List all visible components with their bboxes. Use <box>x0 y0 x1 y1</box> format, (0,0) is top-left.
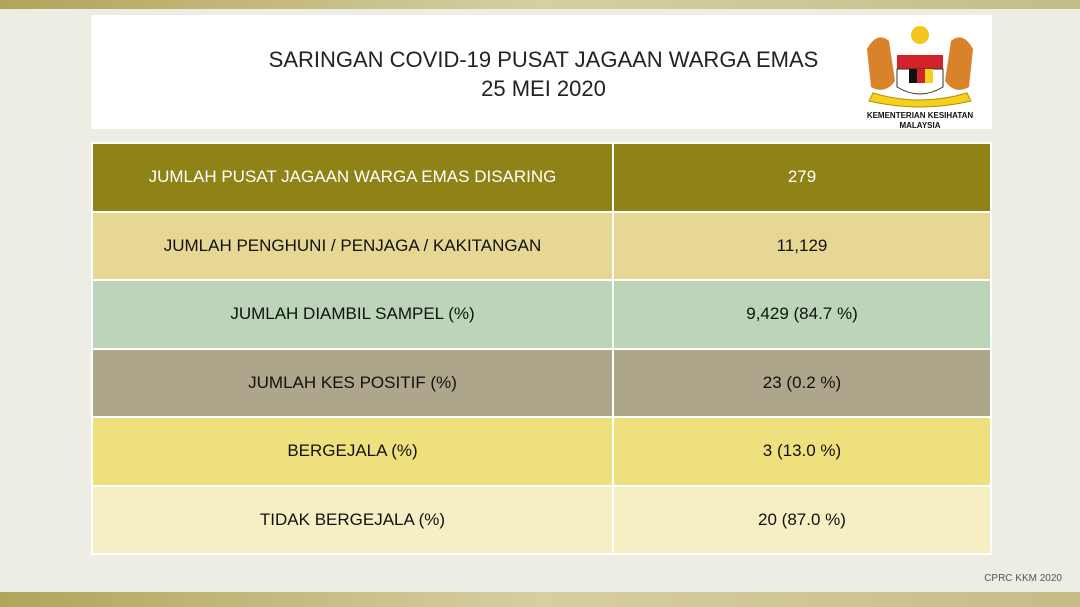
row-value: 3 (13.0 %) <box>612 416 992 487</box>
kkm-logo: KEMENTERIAN KESIHATAN MALAYSIA <box>849 19 991 130</box>
header: SARINGAN COVID-19 PUSAT JAGAAN WARGA EMA… <box>91 15 992 130</box>
title-line-2: 25 MEI 2020 <box>481 76 606 101</box>
table-row: TIDAK BERGEJALA (%) 20 (87.0 %) <box>91 484 992 555</box>
page-title: SARINGAN COVID-19 PUSAT JAGAAN WARGA EMA… <box>91 45 996 103</box>
title-line-1: SARINGAN COVID-19 PUSAT JAGAAN WARGA EMA… <box>268 47 819 72</box>
table-row: JUMLAH DIAMBIL SAMPEL (%) 9,429 (84.7 %) <box>91 279 992 350</box>
row-label: JUMLAH PUSAT JAGAAN WARGA EMAS DISARING <box>91 142 614 213</box>
row-label: JUMLAH DIAMBIL SAMPEL (%) <box>91 279 614 350</box>
table-row: JUMLAH KES POSITIF (%) 23 (0.2 %) <box>91 347 992 418</box>
row-label: TIDAK BERGEJALA (%) <box>91 484 614 555</box>
logo-text-line-1: KEMENTERIAN KESIHATAN <box>866 111 974 120</box>
row-value: 9,429 (84.7 %) <box>612 279 992 350</box>
row-value: 11,129 <box>612 210 992 281</box>
row-value: 20 (87.0 %) <box>612 484 992 555</box>
table-row: JUMLAH PENGHUNI / PENJAGA / KAKITANGAN 11… <box>91 210 992 281</box>
top-band <box>0 0 1080 9</box>
row-label: JUMLAH KES POSITIF (%) <box>91 347 614 418</box>
row-value: 279 <box>612 142 992 213</box>
row-value: 23 (0.2 %) <box>612 347 992 418</box>
coat-of-arms-icon <box>867 26 973 108</box>
footer-credit: CPRC KKM 2020 <box>984 573 1062 584</box>
bottom-band <box>0 592 1080 607</box>
row-label: BERGEJALA (%) <box>91 416 614 487</box>
screening-table: JUMLAH PUSAT JAGAAN WARGA EMAS DISARING 2… <box>91 142 992 555</box>
logo-text-line-2: MALAYSIA <box>899 121 941 130</box>
table-row: JUMLAH PUSAT JAGAAN WARGA EMAS DISARING 2… <box>91 142 992 213</box>
table-row: BERGEJALA (%) 3 (13.0 %) <box>91 416 992 487</box>
row-label: JUMLAH PENGHUNI / PENJAGA / KAKITANGAN <box>91 210 614 281</box>
